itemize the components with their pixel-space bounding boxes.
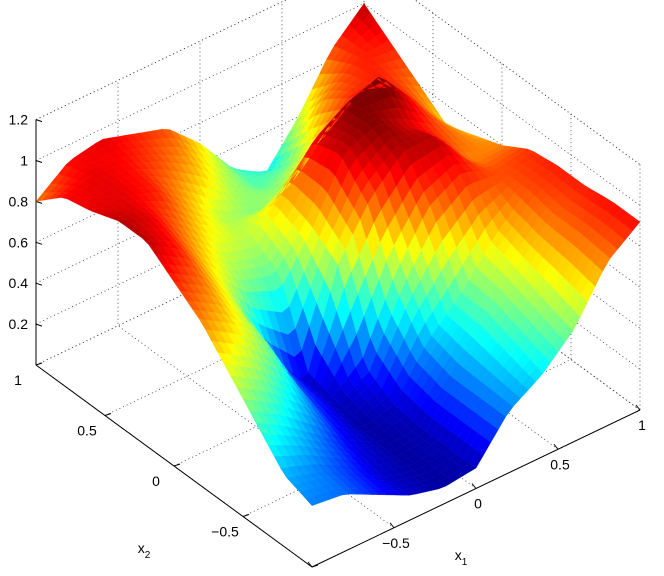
z-tick <box>35 241 43 245</box>
x-tick <box>307 561 313 568</box>
axis-labels: x1 x2 −1 −0.5 0 0.5 1 −1 −0.5 0 0.5 1 0.2 0.4 0.6 0.8… <box>9 112 647 576</box>
z-tick <box>35 119 43 123</box>
y-tick-label: 0 <box>152 473 160 489</box>
y-tick-label: 1 <box>14 372 22 388</box>
surface-facet <box>626 217 641 232</box>
z-tick-label: 1.2 <box>9 112 29 128</box>
surface <box>35 3 641 506</box>
z-tick <box>35 160 43 163</box>
z-tick-label: 0.2 <box>9 316 29 332</box>
x-axis-label: x1 <box>455 547 468 568</box>
x-tick-label: 0.5 <box>550 456 570 472</box>
z-tick <box>35 323 43 327</box>
y-tick <box>35 362 43 366</box>
z-tick <box>35 200 43 204</box>
y-axis-label: x2 <box>138 540 151 561</box>
y-tick-label: −1 <box>286 574 302 576</box>
y-tick-label: 0.5 <box>77 423 97 439</box>
x-tick <box>389 522 395 529</box>
x-tick-label: 0 <box>474 496 482 512</box>
x-tick-label: −0.5 <box>382 535 410 551</box>
y-tick <box>311 564 319 568</box>
x-tick-label: 1 <box>638 417 646 433</box>
x-tick <box>553 443 559 450</box>
axes <box>35 119 641 568</box>
z-tick-label: 0.6 <box>9 234 29 250</box>
z-tick-label: 1 <box>20 153 28 169</box>
x-tick <box>635 404 641 411</box>
y-tick <box>104 413 112 416</box>
y-tick <box>173 463 181 467</box>
y-tick <box>242 514 250 517</box>
x-tick <box>471 483 477 489</box>
z-tick-label: 0.8 <box>9 193 29 209</box>
z-tick <box>35 282 43 286</box>
y-tick-label: −0.5 <box>211 524 239 540</box>
z-tick-label: 0.4 <box>9 275 29 291</box>
x-tick-label: −1 <box>306 574 322 576</box>
